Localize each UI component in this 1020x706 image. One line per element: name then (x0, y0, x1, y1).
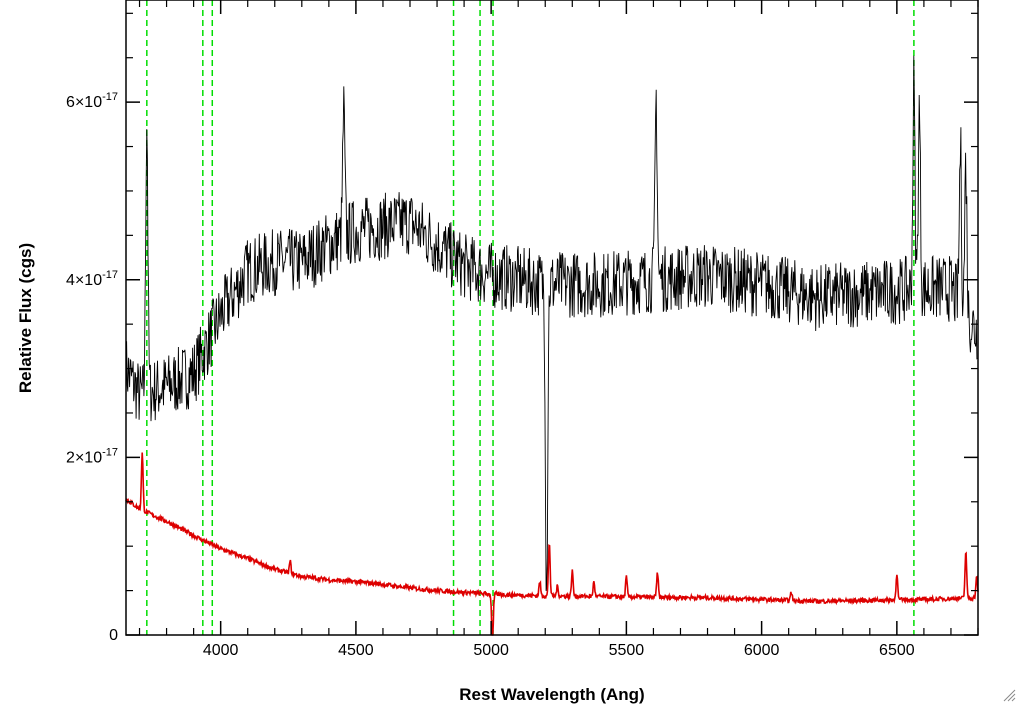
plot-background (126, 0, 978, 635)
y-tick-label: 6×10-17 (66, 91, 118, 111)
x-tick-label: 4500 (338, 642, 374, 659)
x-tick-label: 4000 (203, 642, 239, 659)
y-axis-label: Relative Flux (cgs) (16, 243, 35, 393)
series-line-0 (125, 55, 978, 591)
series-line-1 (125, 452, 979, 636)
x-axis-label: Rest Wavelength (Ang) (459, 685, 644, 704)
x-tick-label: 6000 (744, 642, 780, 659)
axis-ticks: 4000 4500 5000 5500 6000 6500 0 2×10-17 4×10-17 6… (66, 0, 979, 659)
x-tick-label: 5500 (609, 642, 645, 659)
series-layer (125, 55, 979, 636)
reference-lines (146, 0, 915, 635)
resize-grip-icon[interactable] (1002, 688, 1016, 702)
x-tick-label: 5000 (473, 642, 509, 659)
y-tick-label: 4×10-17 (66, 269, 118, 289)
y-tick-label: 2×10-17 (66, 446, 118, 466)
y-tick-label: 0 (109, 627, 118, 644)
x-tick-label: 6500 (879, 642, 915, 659)
plot-frame (125, 0, 979, 636)
